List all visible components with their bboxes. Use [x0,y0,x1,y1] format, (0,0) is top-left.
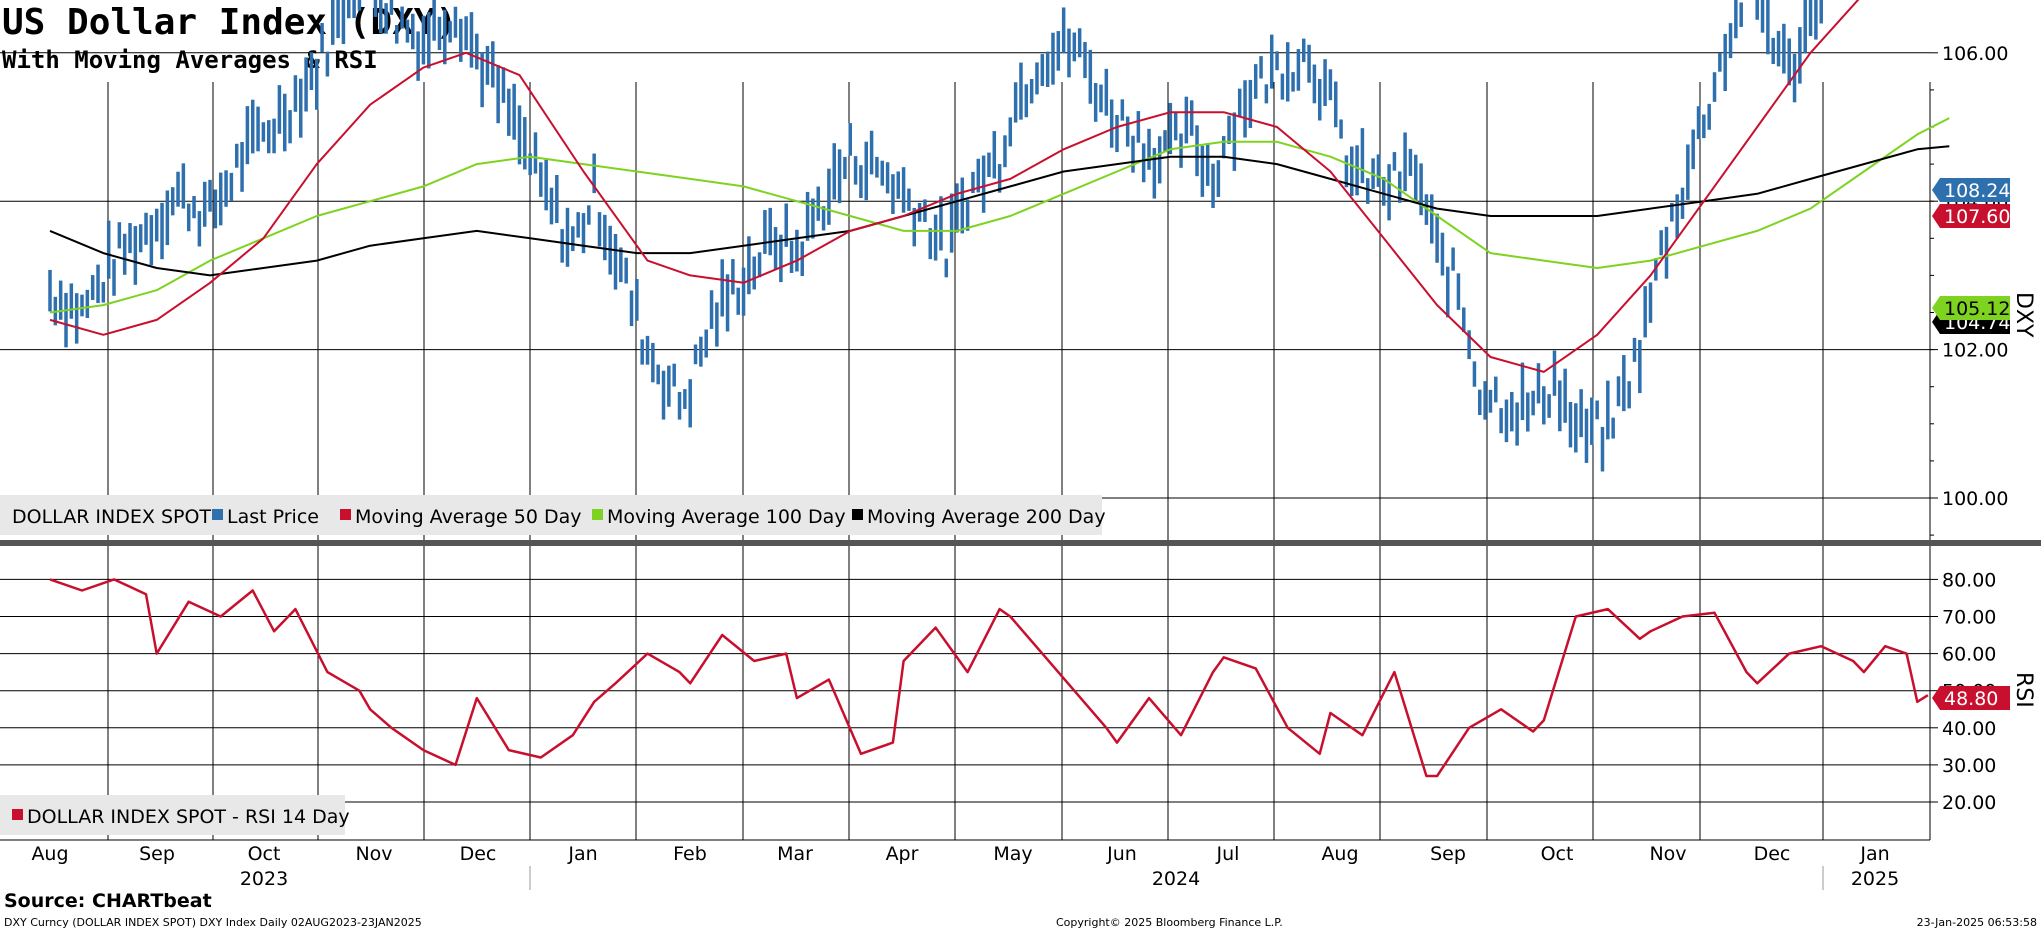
last-value-ma50-bg [1932,204,2010,228]
last-value-rsi-text: 48.80 [1944,688,1998,710]
x-tick-label-month: Aug [31,843,68,865]
y-tick-label-price: 106.00 [1942,43,2008,65]
x-tick-label-month: Nov [1649,843,1686,865]
footer-ticker-info: DXY Curncy (DOLLAR INDEX SPOT) DXY Index… [4,916,422,929]
y-tick-label-rsi: 80.00 [1942,569,1996,591]
legend-swatch [852,509,863,520]
last-value-price: 108.24 [1932,178,2010,202]
x-tick-label-month: Dec [1754,843,1791,865]
ma200-line [49,145,1950,277]
legend-label: Moving Average 100 Day [607,506,846,528]
footer-timestamp: 23-Jan-2025 06:53:58 [1916,916,2037,929]
x-tick-label-month: Mar [777,843,813,865]
last-value-ma100-bg [1932,296,2010,320]
y-tick-label-rsi: 70.00 [1942,607,1996,629]
legend-swatch [592,509,603,520]
x-tick-label-month: Sep [139,843,175,865]
legend-label: Moving Average 50 Day [355,506,581,528]
last-value-price-bg [1932,178,2010,202]
price-panel-bg [0,82,1930,540]
y-tick-label-price: 100.00 [1942,488,2008,510]
footer-copyright: Copyright© 2025 Bloomberg Finance L.P. [1056,916,1283,929]
legend-label: DOLLAR INDEX SPOT - RSI 14 Day [27,806,350,828]
last-value-rsi-bg [1932,686,2010,710]
price-legend: DOLLAR INDEX SPOT Last Price Moving Averag… [0,495,1106,535]
x-tick-label-month: Apr [886,843,919,865]
panel-separator [0,540,2041,546]
rsi-legend-bg [0,795,345,835]
x-tick-label-year: 2025 [1851,868,1899,890]
last-value-ma100: 105.12 [1932,296,2010,320]
ma100-line [49,117,1950,314]
x-tick-label-month: Feb [673,843,707,865]
x-tick-label-year: 2023 [240,868,288,890]
ma50-line [49,0,1860,373]
legend-swatch [212,509,223,520]
y-tick-label-price: 102.00 [1942,340,2008,362]
y-axis-title-rsi: RSI [2011,672,2036,708]
x-tick-label-month: May [993,843,1032,865]
last-value-ma50-text: 107.60 [1944,206,2010,228]
y-tick-label-rsi: 40.00 [1942,718,1996,740]
x-tick-label-month: Jun [1106,843,1137,865]
last-value-rsi: 48.80 [1932,686,2010,710]
source-label: Source: CHARTbeat [4,890,212,912]
x-tick-label-month: Jan [567,843,597,865]
x-tick-label-month: Jan [1859,843,1889,865]
y-axis-title-price: DXY [2011,292,2036,338]
rsi-legend: DOLLAR INDEX SPOT - RSI 14 Day [0,795,350,835]
x-tick-label-month: Nov [355,843,392,865]
price-legend-bg [0,495,1102,535]
last-value-price-text: 108.24 [1944,180,2010,202]
y-tick-label-rsi: 60.00 [1942,644,1996,666]
last-value-ma100-text: 105.12 [1944,298,2010,320]
y-tick-label-rsi: 20.00 [1942,792,1996,814]
x-tick-label-month: Aug [1321,843,1358,865]
x-tick-label-month: Jul [1216,843,1240,865]
x-tick-label-month: Oct [248,843,281,865]
legend-label: Last Price [227,506,319,528]
legend-swatch [12,809,23,820]
legend-label: Moving Average 200 Day [867,506,1106,528]
last-value-ma50: 107.60 [1932,204,2010,228]
rsi-line [49,578,1929,778]
rsi-panel-bg [0,546,1930,840]
legend-swatch [340,509,351,520]
x-tick-label-month: Oct [1541,843,1574,865]
x-tick-label-month: Dec [460,843,497,865]
legend-label: DOLLAR INDEX SPOT [12,506,211,528]
x-tick-label-year: 2024 [1152,868,1200,890]
y-tick-label-rsi: 30.00 [1942,755,1996,777]
x-tick-label-month: Sep [1430,843,1466,865]
